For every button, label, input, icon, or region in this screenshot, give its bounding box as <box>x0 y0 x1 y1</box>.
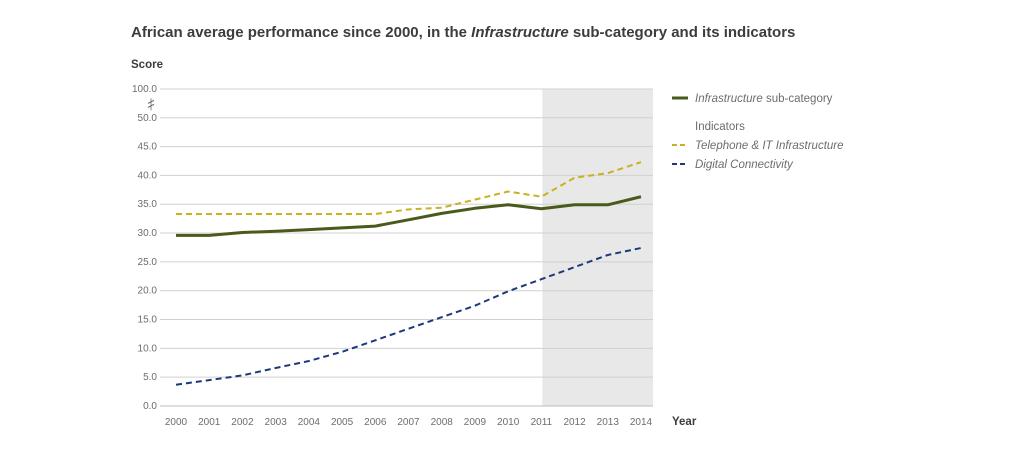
y-tick-label: 30.0 <box>138 228 158 239</box>
y-tick-label: 50.0 <box>138 113 158 124</box>
x-tick-label: 2006 <box>364 417 387 428</box>
legend-label-2: Digital Connectivity <box>695 159 794 171</box>
y-tick-label: 5.0 <box>143 372 157 383</box>
y-tick-label: 0.0 <box>143 401 157 412</box>
x-tick-label: 2001 <box>198 417 221 428</box>
chart-title-italic: Infrastructure <box>471 24 569 41</box>
y-tick-label: 20.0 <box>138 286 158 297</box>
series-line-1 <box>176 161 642 215</box>
legend-label-italic: Infrastructure <box>695 93 763 105</box>
shaded-region-2011-2014 <box>542 89 653 406</box>
x-tick-label: 2010 <box>497 417 520 428</box>
x-tick-label: 2002 <box>231 417 254 428</box>
x-tick-label: 2005 <box>331 417 354 428</box>
legend-indicators-heading: Indicators <box>695 121 745 133</box>
x-tick-label: 2004 <box>298 417 321 428</box>
x-axis-title: Year <box>672 416 697 428</box>
y-tick-label: 100.0 <box>132 84 157 95</box>
x-tick-label: 2012 <box>563 417 586 428</box>
y-tick-label: 45.0 <box>138 142 158 153</box>
series-line-2 <box>175 247 642 386</box>
y-tick-label: 40.0 <box>138 170 158 181</box>
x-tick-label: 2003 <box>265 417 288 428</box>
x-tick-label: 2009 <box>464 417 487 428</box>
y-tick-label: 15.0 <box>138 315 158 326</box>
x-tick-label: 2014 <box>630 417 653 428</box>
chart-title-suffix: sub-category and its indicators <box>568 24 796 41</box>
series-line-0 <box>176 195 642 237</box>
x-tick-label: 2008 <box>431 417 454 428</box>
x-tick-label: 2007 <box>397 417 420 428</box>
x-tick-label: 2011 <box>531 417 553 428</box>
chart-title-prefix: African average performance since 2000, … <box>131 24 472 41</box>
legend-label-infrastructure: Infrastructure sub-category <box>695 93 833 105</box>
y-tick-label: 35.0 <box>138 199 158 210</box>
x-tick-label: 2000 <box>165 417 188 428</box>
y-tick-label: 25.0 <box>138 257 158 268</box>
y-axis-title: Score <box>131 59 163 71</box>
chart-title: African average performance since 2000, … <box>131 24 795 41</box>
legend-label-1: Telephone & IT Infrastructure <box>695 140 844 152</box>
legend-label-suffix: sub-category <box>763 93 833 105</box>
y-tick-label: 10.0 <box>138 343 158 354</box>
x-tick-label: 2013 <box>597 417 620 428</box>
axis-break-icon <box>147 98 155 111</box>
